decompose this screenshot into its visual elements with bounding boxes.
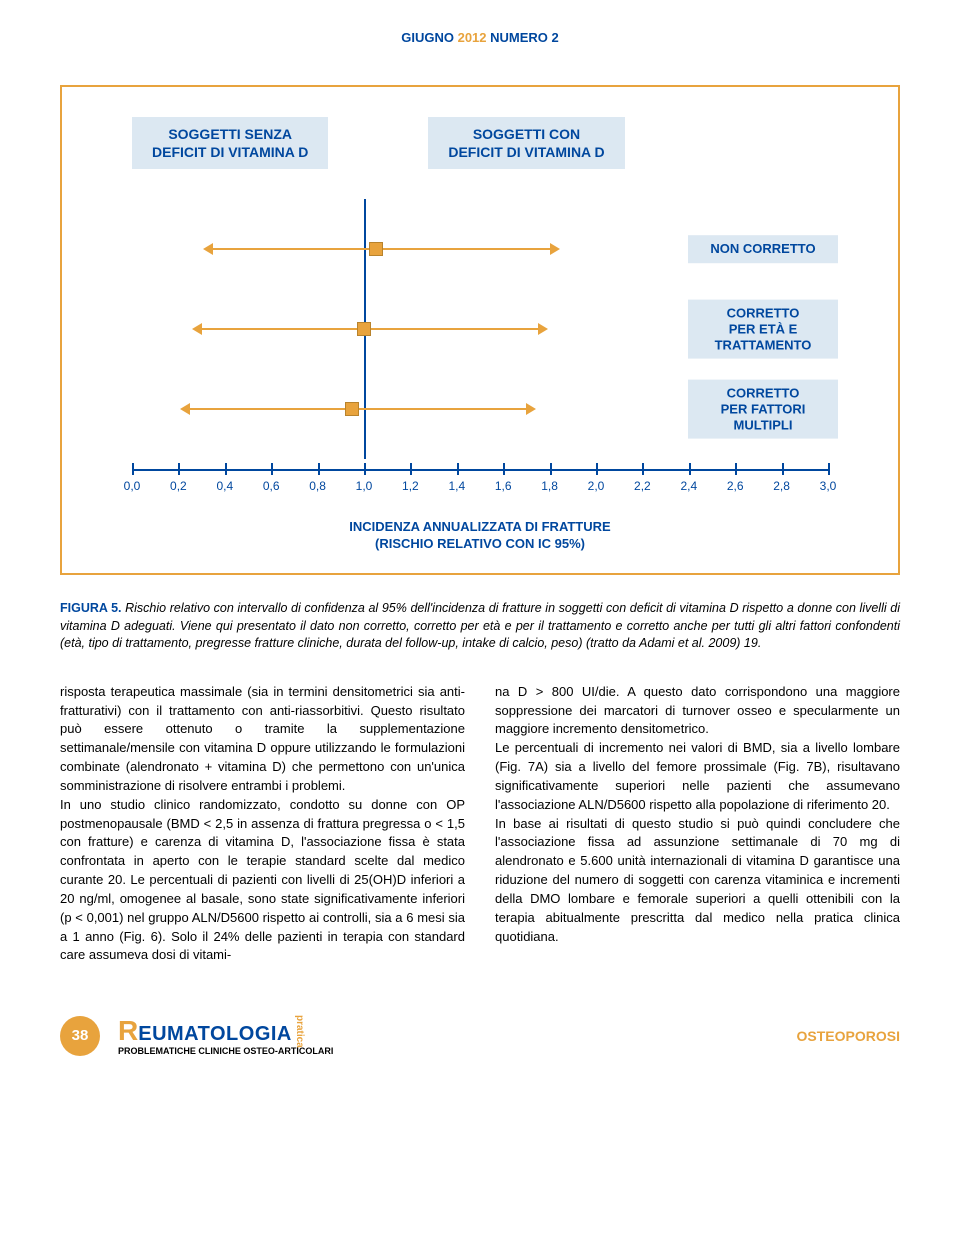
x-axis-line [132,469,828,471]
x-tick-label: 1,2 [402,479,419,493]
x-axis-title: INCIDENZA ANNUALIZZATA DI FRATTURE (RISC… [92,519,868,553]
ci-point [357,322,371,336]
x-tick-label: 2,6 [727,479,744,493]
section-label: OSTEOPOROSI [797,1028,900,1044]
x-tick-label: 0,4 [216,479,233,493]
forest-row: CORRETTOPER FATTORIMULTIPLI [132,369,828,449]
chart-group-label-right: SOGGETTI CONDEFICIT DI VITAMINA D [428,117,624,169]
x-tick-label: 0,0 [124,479,141,493]
x-tick [782,463,784,475]
x-tick-label: 0,6 [263,479,280,493]
ci-arrow-left-icon [203,243,213,255]
x-tick [457,463,459,475]
figure-label: FIGURA 5. [60,601,122,615]
header-numero: NUMERO 2 [490,30,559,45]
x-tick-label: 1,6 [495,479,512,493]
x-tick-label: 0,2 [170,479,187,493]
body-column-2: na D > 800 UI/die. A questo dato corrisp… [495,683,900,966]
ci-arrow-left-icon [180,403,190,415]
forest-row-label: CORRETTOPER ETÀ ETRATTAMENTO [688,300,838,359]
x-tick-label: 3,0 [820,479,837,493]
x-tick-label: 1,8 [541,479,558,493]
logo-name: EUMATOLOGIA [138,1023,292,1045]
x-tick [225,463,227,475]
page-number: 38 [60,1016,100,1056]
x-axis: 0,00,20,40,60,81,01,21,41,61,82,02,22,42… [132,469,828,509]
x-tick-label: 0,8 [309,479,326,493]
forest-plot-figure: SOGGETTI SENZADEFICIT DI VITAMINA D SOGG… [60,85,900,575]
forest-plot-area: NON CORRETTOCORRETTOPER ETÀ ETRATTAMENTO… [132,199,828,459]
journal-logo: REUMATOLOGIApratica PROBLEMATICHE CLINIC… [118,1015,333,1056]
x-axis-title-line1: INCIDENZA ANNUALIZZATA DI FRATTURE [349,519,610,534]
x-tick [132,463,134,475]
forest-row: CORRETTOPER ETÀ ETRATTAMENTO [132,289,828,369]
x-tick-label: 2,4 [680,479,697,493]
x-tick-label: 2,0 [588,479,605,493]
ci-arrow-right-icon [538,323,548,335]
x-tick [735,463,737,475]
figure-caption-text: Rischio relativo con intervallo di confi… [60,601,900,650]
x-tick [271,463,273,475]
forest-row-label: NON CORRETTO [688,236,838,264]
ci-arrow-left-icon [192,323,202,335]
header-month: GIUGNO [401,30,454,45]
x-tick-label: 2,8 [773,479,790,493]
x-tick [689,463,691,475]
x-tick [318,463,320,475]
forest-row-label: CORRETTOPER FATTORIMULTIPLI [688,380,838,439]
logo-pratica: pratica [294,1015,305,1048]
page-header: GIUGNO 2012 NUMERO 2 [60,30,900,45]
forest-row: NON CORRETTO [132,209,828,289]
logo-subtitle: PROBLEMATICHE CLINICHE OSTEO-ARTICOLARI [118,1046,333,1056]
body-text: risposta terapeutica massimale (sia in t… [60,683,900,966]
x-tick [550,463,552,475]
x-tick [503,463,505,475]
x-tick [364,463,366,475]
x-axis-title-line2: (RISCHIO RELATIVO CON IC 95%) [375,536,585,551]
page-footer: 38 REUMATOLOGIApratica PROBLEMATICHE CLI… [60,1015,900,1056]
x-tick [410,463,412,475]
ci-arrow-right-icon [550,243,560,255]
x-tick [596,463,598,475]
body-column-1: risposta terapeutica massimale (sia in t… [60,683,465,966]
x-tick-label: 1,4 [448,479,465,493]
x-tick [642,463,644,475]
ci-point [345,402,359,416]
logo-r: R [118,1015,138,1046]
x-tick [828,463,830,475]
header-year: 2012 [458,30,487,45]
x-tick [178,463,180,475]
figure-caption: FIGURA 5. Rischio relativo con intervall… [60,600,900,653]
ci-point [369,242,383,256]
x-tick-label: 1,0 [356,479,373,493]
ci-arrow-right-icon [526,403,536,415]
chart-group-label-left: SOGGETTI SENZADEFICIT DI VITAMINA D [132,117,328,169]
x-tick-label: 2,2 [634,479,651,493]
